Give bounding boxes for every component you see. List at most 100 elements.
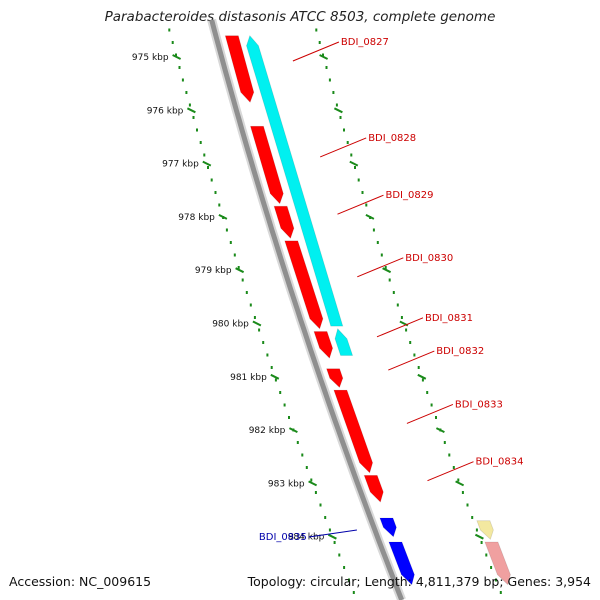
gene-label-leader-line	[388, 350, 435, 371]
scale-dot	[196, 128, 198, 132]
gene-bdi-0835c[interactable]: BDI_0835c	[484, 541, 511, 586]
scale-dot	[480, 541, 483, 544]
major-tick-left	[172, 54, 182, 60]
scale-dot	[357, 178, 360, 182]
gene-label[interactable]: BDI_0834	[476, 457, 524, 468]
scale-dot	[258, 328, 261, 332]
major-tick-right	[319, 54, 329, 60]
scale-dot	[325, 66, 328, 69]
axis-tick-label: 979 kbp	[195, 266, 232, 276]
major-tick-left	[327, 533, 337, 540]
gene-bdi-0833[interactable]: BDI_0833	[333, 389, 374, 474]
major-tick-left	[252, 320, 262, 327]
gene-bdi-0831b[interactable]: BDI_0831b	[246, 34, 344, 327]
gene-label[interactable]: BDI_0827	[341, 37, 389, 48]
scale-dot	[485, 553, 488, 557]
scale-dot	[178, 66, 181, 69]
major-tick-left	[235, 267, 245, 274]
scale-dot	[343, 128, 345, 132]
scale-dot	[417, 366, 420, 369]
scale-dot	[396, 303, 399, 307]
major-tick-right	[435, 427, 445, 433]
scale-dot	[475, 528, 478, 532]
scale-dot	[426, 391, 429, 394]
gene-label-layer: BDI_0827BDI_0828BDI_0829BDI_0830BDI_0831…	[259, 37, 524, 543]
gene-label-leader-line	[308, 529, 357, 538]
scale-dot	[400, 316, 403, 319]
scale-dot	[452, 466, 455, 469]
accession-text: Accession: NC_009615	[9, 574, 152, 589]
gene-label[interactable]: BDI_0833	[455, 399, 503, 410]
scale-dot	[435, 416, 437, 419]
scale-dot	[262, 341, 265, 344]
scale-dot	[283, 403, 286, 407]
gene-label-leader-line	[406, 403, 454, 424]
scale-dot	[332, 91, 335, 94]
scale-dot	[339, 116, 342, 119]
scale-dot	[315, 28, 318, 32]
scale-dot	[175, 53, 177, 57]
genome-title: Parabacteroides distasonis ATCC 8503, co…	[104, 9, 496, 25]
axis-tick-label: 976 kbp	[147, 106, 184, 116]
scale-layer: 975 kbp 976 kbp 977 kbp 978 kbp 979 kbp 980 k…	[132, 28, 502, 594]
gene-bdi-0835b[interactable]: BDI_0835b	[379, 517, 397, 538]
gene-bdi-0835[interactable]: BDI_0835	[476, 520, 494, 541]
scale-dot	[253, 316, 256, 319]
scale-dot	[343, 566, 346, 569]
scale-dot	[188, 103, 191, 107]
scale-dot	[274, 378, 277, 382]
scale-dot	[471, 516, 474, 519]
scale-dot	[214, 191, 217, 194]
gene-label[interactable]: BDI_0828	[368, 133, 416, 144]
gene-label-leader-line	[376, 317, 424, 338]
scale-dot	[181, 78, 184, 82]
scale-dot	[319, 503, 322, 507]
right-scale-dotted-line	[315, 28, 502, 594]
major-tick-right	[333, 107, 343, 114]
genome-backbone-line	[209, 19, 405, 600]
scale-dot	[245, 291, 248, 294]
scale-dot	[203, 153, 206, 157]
axis-tick-label: 977 kbp	[162, 160, 199, 170]
scale-dot	[168, 28, 171, 32]
major-tick-right	[417, 373, 427, 380]
scale-dot	[376, 241, 379, 244]
scale-dot	[241, 278, 244, 282]
gene-bdi-0827[interactable]: BDI_0827	[224, 35, 255, 104]
scale-dot	[318, 41, 321, 44]
scale-dot	[229, 241, 232, 244]
scale-dot	[225, 228, 228, 232]
scale-dot	[322, 53, 324, 57]
axis-tick-label: 984 kbp	[288, 533, 325, 543]
axis-tick-label: 978 kbp	[178, 213, 215, 223]
scale-dot	[185, 91, 188, 94]
scale-dot	[490, 566, 493, 569]
gene-bdi-0828[interactable]: BDI_0828	[249, 125, 284, 205]
scale-dot	[409, 341, 412, 344]
scale-dot	[249, 303, 252, 307]
gene-label[interactable]: BDI_0829	[386, 190, 434, 201]
gene-bdi-0834[interactable]: BDI_0834	[363, 474, 384, 503]
gene-bdi-0831c[interactable]: BDI_0831c	[334, 327, 354, 356]
gene-label[interactable]: BDI_0835	[259, 532, 307, 543]
gene-bdi-0835d[interactable]: BDI_0835d	[388, 541, 415, 586]
scale-dot	[372, 228, 375, 232]
backbone-layer	[207, 18, 406, 600]
scale-dot	[350, 153, 353, 157]
gene-label[interactable]: BDI_0830	[405, 253, 453, 264]
gene-bdi-0830[interactable]: BDI_0830	[284, 240, 324, 330]
scale-dot	[333, 541, 336, 544]
scale-dot	[461, 491, 464, 494]
scale-dot	[348, 578, 350, 582]
major-tick-left	[202, 160, 212, 167]
gene-layer: BDI_0827BDI_0828BDI_0829BDI_0830BDI_0831…	[224, 34, 511, 586]
scale-dot	[207, 166, 209, 169]
gene-label[interactable]: BDI_0831	[425, 313, 473, 324]
scale-dot	[448, 453, 451, 457]
gene-label[interactable]: BDI_0832	[436, 346, 484, 357]
gene-bdi-0831[interactable]: BDI_0831	[313, 331, 334, 359]
gene-bdi-0832[interactable]: BDI_0832	[326, 368, 344, 389]
gene-label-leader-line	[292, 41, 340, 62]
gene-bdi-0829[interactable]: BDI_0829	[273, 205, 295, 239]
